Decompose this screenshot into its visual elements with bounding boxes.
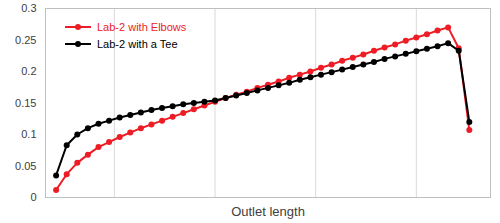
- svg-text:0.1: 0.1: [21, 128, 36, 140]
- html-text:Lab-2 with Elbows: Lab-2 with Elbows: [97, 20, 187, 33]
- svg-text:0: 0: [30, 191, 36, 203]
- html-text:Lab-2 with a Tee: Lab-2 with a Tee: [97, 37, 178, 50]
- svg-text:0.3: 0.3: [21, 2, 36, 14]
- svg-text:0.2: 0.2: [21, 65, 36, 77]
- svg-text:Outlet length: Outlet length: [231, 204, 305, 219]
- svg-text:0.15: 0.15: [15, 97, 36, 109]
- svg-text:0.05: 0.05: [15, 160, 36, 172]
- svg-text:0.25: 0.25: [15, 34, 36, 46]
